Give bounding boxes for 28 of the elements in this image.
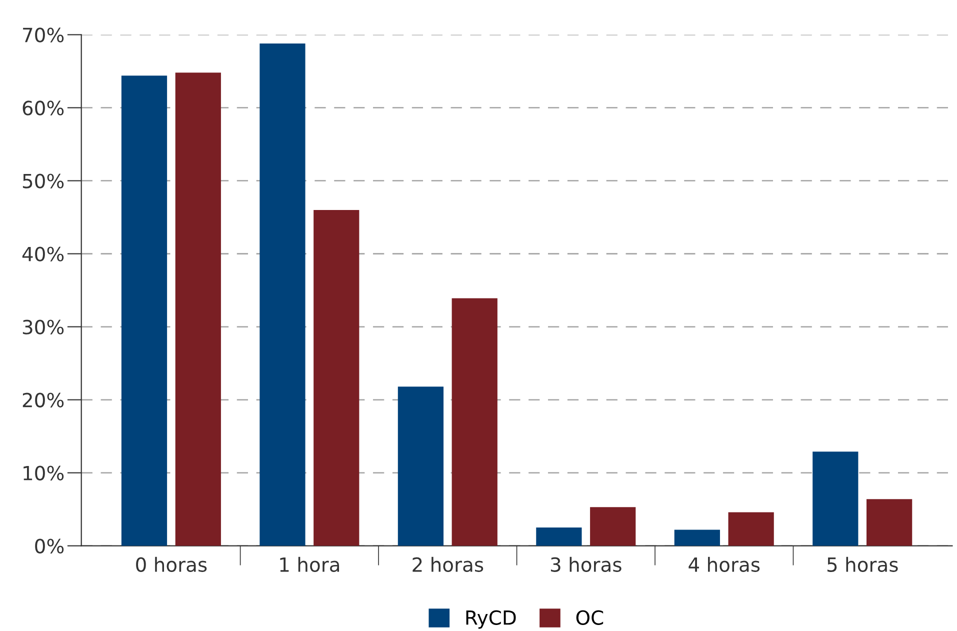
y-tick-label: 70% [23, 28, 64, 42]
y-tick-label: 50% [22, 174, 64, 188]
bar [590, 507, 636, 546]
x-tick-label: 1 hora [280, 556, 340, 572]
bar [728, 512, 774, 546]
legend-label: OC [576, 610, 604, 625]
bar [452, 298, 498, 546]
bar [812, 452, 858, 546]
bar [866, 499, 912, 546]
legend-label: RyCD [466, 610, 516, 629]
bar [175, 72, 221, 546]
bar [536, 528, 582, 546]
x-tick-label: 3 horas [550, 556, 622, 572]
x-tick-label: 0 horas [136, 556, 207, 572]
bar [398, 386, 444, 546]
y-tick-label: 60% [22, 100, 64, 116]
x-tick-label: 2 horas [412, 556, 484, 572]
bar [314, 210, 360, 546]
y-tick-label: 0% [35, 538, 64, 554]
bar [121, 76, 168, 546]
bar [260, 43, 306, 546]
y-tick-label: 20% [22, 392, 64, 408]
y-tick-label: 40% [22, 246, 64, 262]
bar [674, 530, 720, 546]
y-tick-label: 30% [22, 320, 64, 334]
y-tick-label: 10% [24, 466, 64, 480]
x-tick-label: 5 horas [827, 556, 898, 572]
x-tick-label: 4 horas [688, 556, 760, 572]
